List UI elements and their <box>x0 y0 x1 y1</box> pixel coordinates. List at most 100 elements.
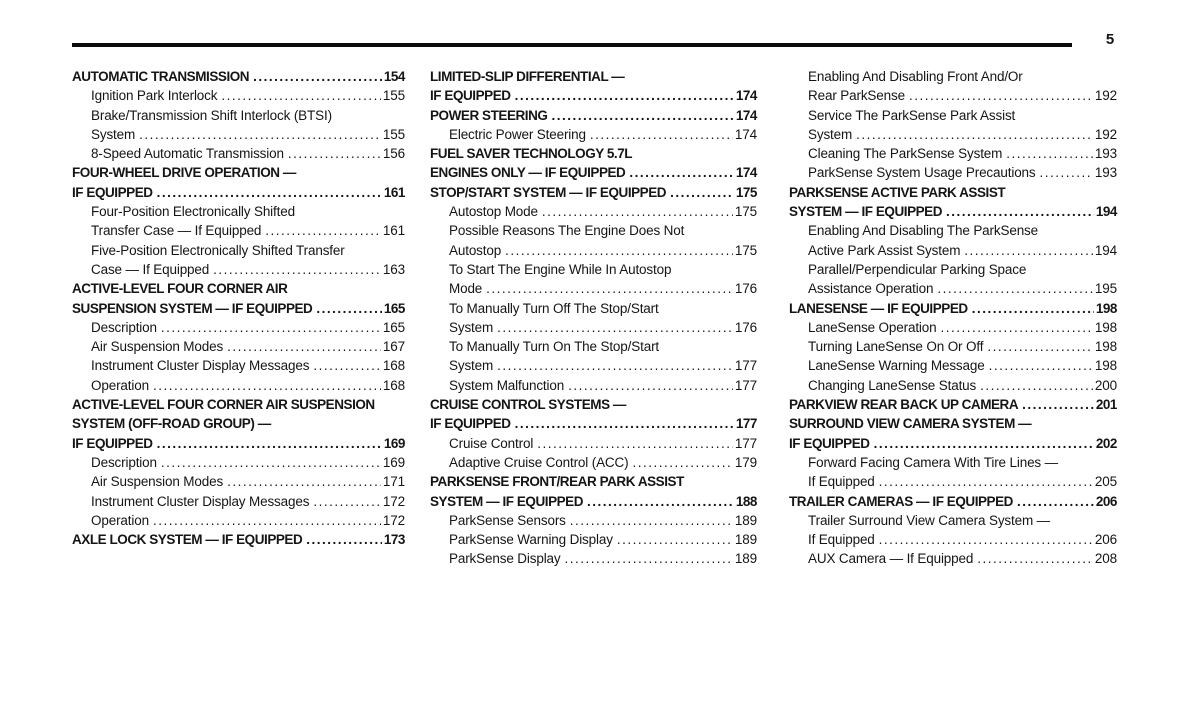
toc-page-number: 201 <box>1095 397 1118 413</box>
toc-page-number: 174 <box>735 165 758 181</box>
dot-leader <box>551 106 733 125</box>
toc-entry-label: Autostop Mode <box>449 204 538 220</box>
toc-column-3: Enabling And Disabling Front And/Or Rear … <box>789 67 1117 569</box>
toc-entry-label: Four-Position Electronically Shifted <box>91 204 295 220</box>
dot-leader <box>515 414 734 433</box>
toc-sub-entry: Changing LaneSense Status 200 <box>789 376 1117 395</box>
toc-sub-entry: ParkSense System Usage Precautions 193 <box>789 163 1117 182</box>
toc-entry-label: Description <box>91 319 157 335</box>
toc-page-number: 176 <box>734 319 757 335</box>
toc-page-number: 172 <box>382 493 405 509</box>
toc-entry-label: Air Suspension Modes <box>91 339 224 355</box>
toc-section-entry: IF EQUIPPED 174 <box>430 86 757 105</box>
toc-sub-entry: System 177 <box>430 356 757 375</box>
toc-page-number: 198 <box>1094 339 1117 355</box>
dot-leader <box>670 183 734 202</box>
toc-page-number: 165 <box>383 300 406 316</box>
dot-leader <box>486 279 733 298</box>
toc-page-number: 205 <box>1094 474 1117 490</box>
toc-sub-entry: ParkSense Sensors 189 <box>430 511 757 530</box>
toc-column-2: LIMITED-SLIP DIFFERENTIAL — IF EQUIPPED 17… <box>430 67 757 569</box>
toc-entry-label: LANESENSE — IF EQUIPPED <box>789 300 968 316</box>
toc-entry-label: Brake/Transmission Shift Interlock (BTSI… <box>91 107 332 123</box>
toc-entry-label: Five-Position Electronically Shifted Tra… <box>91 242 345 258</box>
dot-leader <box>987 337 1093 356</box>
toc-section-entry: IF EQUIPPED 202 <box>789 434 1117 453</box>
toc-page-number: 192 <box>1094 126 1117 142</box>
toc-sub-entry: If Equipped 206 <box>789 530 1117 549</box>
toc-section-entry: STOP/START SYSTEM — IF EQUIPPED 175 <box>430 183 757 202</box>
toc-entry-label: Adaptive Cruise Control (ACC) <box>449 454 629 470</box>
toc-page-number: 193 <box>1094 146 1117 162</box>
toc-entry-label: PARKSENSE FRONT/REAR PARK ASSIST <box>430 474 684 490</box>
toc-section-entry: IF EQUIPPED 161 <box>72 183 405 202</box>
toc-sub-entry: To Start The Engine While In Autostop <box>430 260 757 279</box>
toc-entry-label: To Manually Turn On The Stop/Start <box>449 339 660 355</box>
dot-leader <box>570 511 733 530</box>
toc-page-number: 156 <box>382 146 405 162</box>
toc-page-number: 195 <box>1094 281 1117 297</box>
toc-entry-label: ACTIVE-LEVEL FOUR CORNER AIR SUSPENSION <box>72 397 375 413</box>
dot-leader <box>515 86 734 105</box>
toc-section-entry: SYSTEM (OFF-ROAD GROUP) — <box>72 414 405 433</box>
dot-leader <box>980 376 1093 395</box>
toc-section-entry: SUSPENSION SYSTEM — IF EQUIPPED 165 <box>72 299 405 318</box>
toc-sub-entry: Enabling And Disabling Front And/Or <box>789 67 1117 86</box>
dot-leader <box>306 530 382 549</box>
toc-page-number: 198 <box>1094 319 1117 335</box>
toc-page-number: 175 <box>734 242 757 258</box>
toc-entry-label: Enabling And Disabling The ParkSense <box>808 223 1039 239</box>
toc-column-1: AUTOMATIC TRANSMISSION 154 Ignition Park I… <box>72 67 405 549</box>
toc-page-number: 189 <box>734 551 757 567</box>
toc-entry-label: Enabling And Disabling Front And/Or <box>808 69 1023 84</box>
toc-page-number: 169 <box>382 454 405 470</box>
toc-entry-label: SURROUND VIEW CAMERA SYSTEM — <box>789 416 1032 432</box>
toc-entry-label: IF EQUIPPED <box>789 435 870 451</box>
toc-section-entry: IF EQUIPPED 177 <box>430 414 757 433</box>
toc-section-entry: FOUR-WHEEL DRIVE OPERATION — <box>72 163 405 182</box>
toc-page-number: 206 <box>1095 493 1118 509</box>
header-rule <box>72 43 1072 47</box>
toc-entry-label: CRUISE CONTROL SYSTEMS — <box>430 397 626 413</box>
toc-sub-entry: ParkSense Warning Display 189 <box>430 530 757 549</box>
toc-sub-entry: Turning LaneSense On Or Off 198 <box>789 337 1117 356</box>
toc-sub-entry: System Malfunction 177 <box>430 376 757 395</box>
toc-sub-entry: Possible Reasons The Engine Does Not <box>430 221 757 240</box>
toc-sub-entry: Forward Facing Camera With Tire Lines — <box>789 453 1117 472</box>
toc-page-number: 155 <box>382 126 405 142</box>
toc-entry-label: Description <box>91 454 157 470</box>
toc-page-number: 192 <box>1094 88 1117 104</box>
dot-leader <box>964 241 1093 260</box>
dot-leader <box>989 356 1093 375</box>
toc-sub-entry: Air Suspension Modes 167 <box>72 337 405 356</box>
toc-section-entry: TRAILER CAMERAS — IF EQUIPPED 206 <box>789 492 1117 511</box>
toc-page-number: 174 <box>735 107 758 123</box>
toc-entry-label: Electric Power Steering <box>449 126 586 142</box>
toc-sub-entry: Case — If Equipped 163 <box>72 260 405 279</box>
toc-sub-entry: Description 169 <box>72 453 405 472</box>
dot-leader <box>227 472 381 491</box>
dot-leader <box>213 260 381 279</box>
toc-section-entry: SYSTEM — IF EQUIPPED 194 <box>789 202 1117 221</box>
toc-entry-label: ENGINES ONLY — IF EQUIPPED <box>430 165 626 181</box>
dot-leader <box>874 434 1094 453</box>
toc-entry-label: System Malfunction <box>449 377 565 393</box>
toc-sub-entry: Electric Power Steering 174 <box>430 125 757 144</box>
toc-sub-entry: Cleaning The ParkSense System 193 <box>789 144 1117 163</box>
toc-entry-label: AUX Camera — If Equipped <box>808 551 974 567</box>
toc-page-number: 202 <box>1095 435 1118 451</box>
toc-entry-label: System <box>808 126 853 142</box>
dot-leader <box>909 86 1093 105</box>
toc-entry-label: Transfer Case — If Equipped <box>91 223 262 239</box>
toc-entry-label: ACTIVE-LEVEL FOUR CORNER AIR <box>72 281 288 297</box>
dot-leader <box>941 318 1093 337</box>
dot-leader <box>288 144 381 163</box>
toc-entry-label: ParkSense System Usage Precautions <box>808 165 1036 181</box>
toc-page-number: 206 <box>1094 532 1117 548</box>
toc-entry-label: 8-Speed Automatic Transmission <box>91 146 284 162</box>
toc-page-number: 175 <box>735 184 758 200</box>
toc-sub-entry: Instrument Cluster Display Messages 172 <box>72 492 405 511</box>
dot-leader <box>1022 395 1094 414</box>
toc-entry-label: FUEL SAVER TECHNOLOGY 5.7L <box>430 146 633 162</box>
toc-page-number: 155 <box>382 88 405 104</box>
